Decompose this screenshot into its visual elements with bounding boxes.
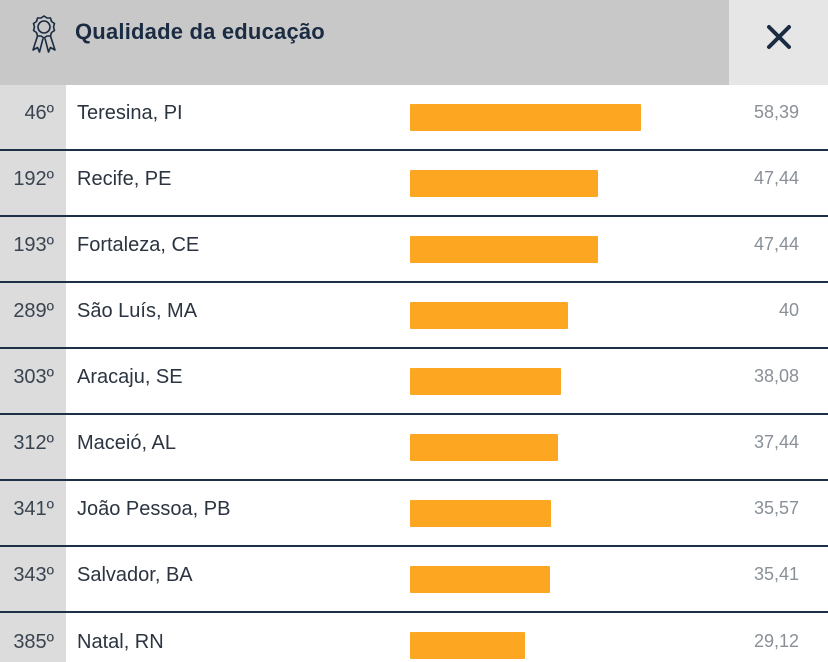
header-title-area: Qualidade da educação xyxy=(0,0,729,85)
list-item: 343º Salvador, BA 35,41 xyxy=(0,547,828,613)
rank: 341º xyxy=(0,481,66,545)
score-bar xyxy=(410,632,525,659)
list-item: 192º Recife, PE 47,44 xyxy=(0,151,828,217)
rank: 303º xyxy=(0,349,66,413)
score-bar xyxy=(410,368,561,395)
award-ribbon-icon xyxy=(32,15,56,53)
close-icon xyxy=(767,25,791,49)
score-bar xyxy=(410,170,598,197)
rank: 46º xyxy=(0,85,66,149)
score-bar xyxy=(410,566,550,593)
city-name: Maceió, AL xyxy=(77,431,176,454)
city-name: Fortaleza, CE xyxy=(77,233,200,256)
city-name: Teresina, PI xyxy=(77,101,183,124)
score-value: 37,44 xyxy=(753,431,799,452)
ranking-list: 46º Teresina, PI 58,39 192º Recife, PE 4… xyxy=(0,85,828,662)
list-item: 341º João Pessoa, PB 35,57 xyxy=(0,481,828,547)
panel-header: Qualidade da educação xyxy=(0,0,828,85)
score-bar xyxy=(410,236,598,263)
score-value: 40 xyxy=(778,299,799,320)
close-button[interactable] xyxy=(729,0,828,85)
city-name: São Luís, MA xyxy=(77,299,198,322)
score-bar xyxy=(410,500,551,527)
city-name: Salvador, BA xyxy=(77,563,193,586)
rank: 312º xyxy=(0,415,66,479)
list-item: 385º Natal, RN 29,12 xyxy=(0,613,828,662)
score-bar xyxy=(410,302,568,329)
list-item: 193º Fortaleza, CE 47,44 xyxy=(0,217,828,283)
city-name: Aracaju, SE xyxy=(77,365,183,388)
page-title: Qualidade da educação xyxy=(75,19,325,44)
list-item: 303º Aracaju, SE 38,08 xyxy=(0,349,828,415)
score-value: 35,57 xyxy=(753,497,799,518)
score-value: 47,44 xyxy=(753,233,799,254)
rank: 192º xyxy=(0,151,66,215)
score-value: 29,12 xyxy=(753,630,799,651)
rank: 193º xyxy=(0,217,66,281)
rank: 343º xyxy=(0,547,66,611)
list-item: 289º São Luís, MA 40 xyxy=(0,283,828,349)
city-name: Natal, RN xyxy=(77,630,164,653)
city-name: Recife, PE xyxy=(77,167,172,190)
score-bar xyxy=(410,434,558,461)
list-item: 46º Teresina, PI 58,39 xyxy=(0,85,828,151)
score-value: 47,44 xyxy=(753,167,799,188)
rank: 289º xyxy=(0,283,66,347)
score-value: 58,39 xyxy=(753,101,799,122)
score-value: 35,41 xyxy=(753,563,799,584)
score-value: 38,08 xyxy=(753,365,799,386)
list-item: 312º Maceió, AL 37,44 xyxy=(0,415,828,481)
city-name: João Pessoa, PB xyxy=(77,497,231,520)
score-bar xyxy=(410,104,641,131)
rank: 385º xyxy=(0,613,66,662)
